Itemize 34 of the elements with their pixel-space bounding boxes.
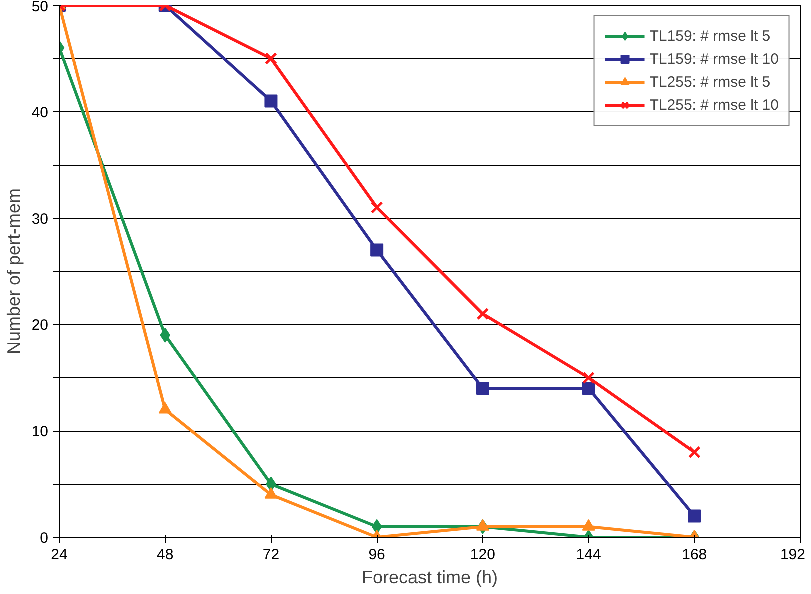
legend-label: TL255: # rmse lt 5 xyxy=(650,74,771,90)
x-tick-label: 168 xyxy=(682,546,708,564)
x-tick-label: 72 xyxy=(262,546,280,564)
point xyxy=(476,308,490,320)
point xyxy=(158,402,172,414)
y-axis-title: Number of pert-mem xyxy=(4,188,24,355)
y-tick-label: 10 xyxy=(32,424,49,441)
x-tick-label: 192 xyxy=(780,546,806,564)
point xyxy=(264,488,278,499)
point xyxy=(476,382,490,396)
point xyxy=(476,519,490,531)
x-tick-label: 120 xyxy=(470,546,496,564)
y-tick-label: 50 xyxy=(32,0,49,16)
x-tick-label: 144 xyxy=(576,546,602,564)
y-tick-label: 40 xyxy=(32,104,49,122)
point xyxy=(372,519,382,534)
point xyxy=(582,382,596,396)
y-tick-label: 20 xyxy=(32,317,49,334)
legend-label: TL255: # rmse lt 10 xyxy=(650,96,779,114)
legend-label: TL159: # rmse lt 10 xyxy=(650,50,779,68)
x-tick-label: 24 xyxy=(51,546,68,564)
point xyxy=(582,372,595,384)
x-tick-label: 96 xyxy=(368,546,386,564)
legend-label: TL159: # rmse lt 5 xyxy=(650,28,771,44)
point xyxy=(688,446,701,459)
point xyxy=(582,519,596,531)
point xyxy=(688,510,702,523)
y-tick-label: 0 xyxy=(40,530,48,547)
x-tick-label: 48 xyxy=(157,546,174,564)
y-tick-label: 30 xyxy=(32,210,49,228)
x-axis-title: Forecast time (h) xyxy=(362,568,498,588)
point xyxy=(370,201,384,214)
point xyxy=(160,328,171,343)
point xyxy=(370,244,384,257)
